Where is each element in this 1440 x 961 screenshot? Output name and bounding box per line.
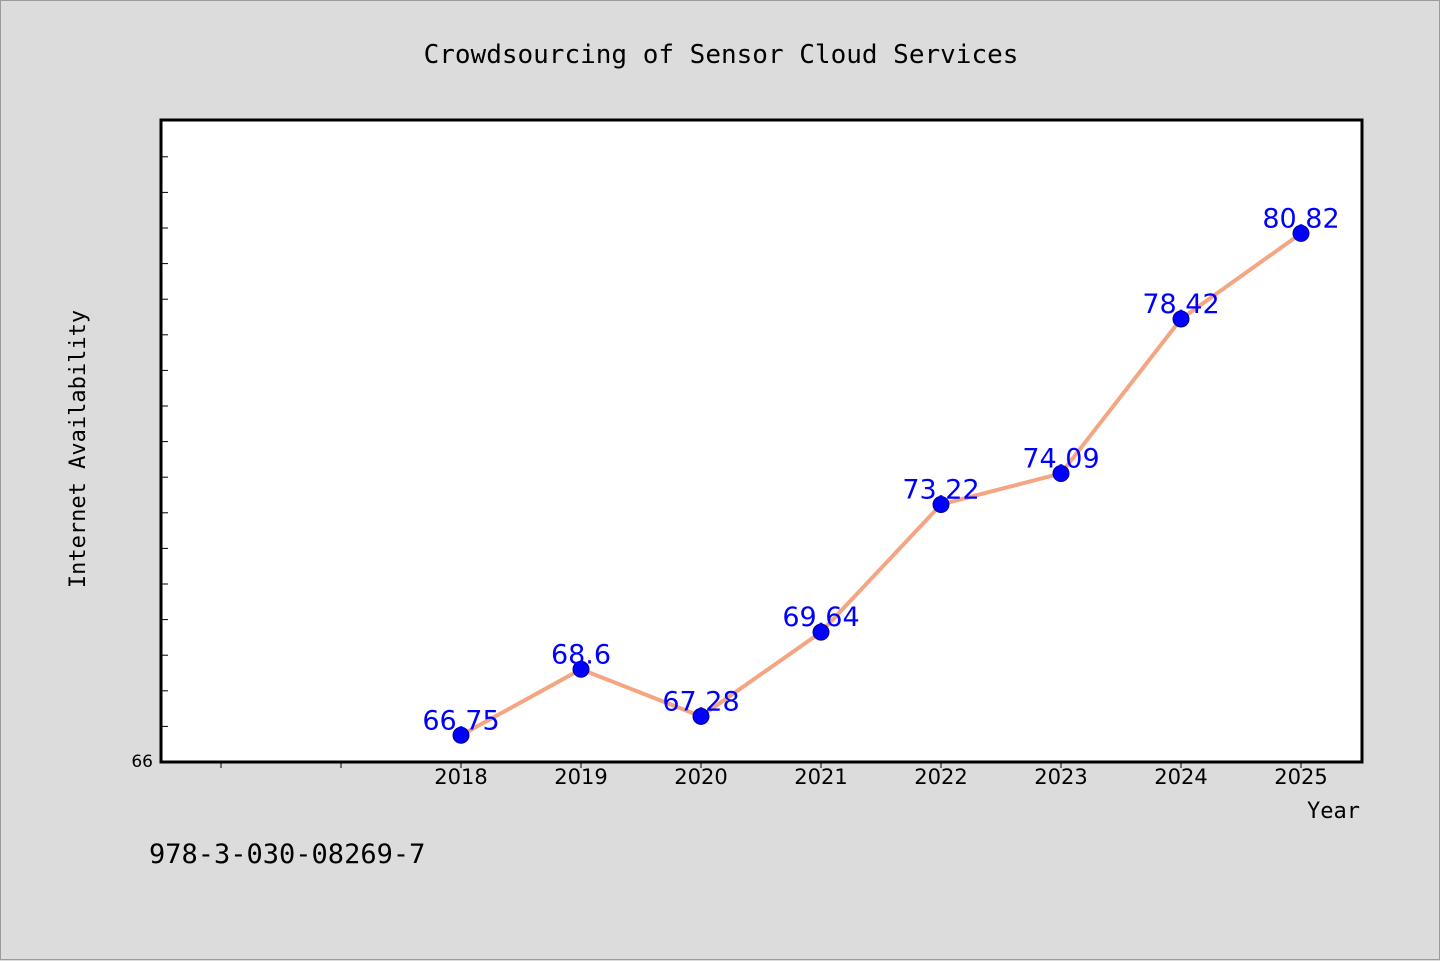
data-point (932, 495, 950, 513)
data-label: 68.6 (551, 639, 611, 670)
data-label: 78.42 (1142, 289, 1219, 320)
x-tick-labels: 2018 2019 2020 2021 2022 2023 2024 2025 (434, 765, 1327, 789)
data-label: 69.64 (782, 602, 859, 633)
data-label: 67.28 (662, 686, 739, 717)
data-label: 80.82 (1262, 203, 1339, 234)
x-tick-label: 2018 (434, 765, 487, 789)
data-point (1052, 464, 1070, 482)
data-point (572, 660, 590, 678)
x-tick-label: 2019 (554, 765, 607, 789)
x-tick-label: 2020 (674, 765, 727, 789)
data-point (1172, 310, 1190, 328)
y-axis-min-label: 66 (131, 752, 153, 772)
x-tick-label: 2025 (1274, 765, 1327, 789)
footer-code: 978-3-030-08269-7 (149, 839, 425, 870)
x-tick-label: 2022 (914, 765, 967, 789)
data-point (452, 726, 470, 744)
data-label: 74.09 (1022, 443, 1099, 474)
data-labels: 66.75 68.6 67.28 69.64 73.22 74.09 78.42 80.82 (422, 203, 1339, 736)
x-axis-ticks (220, 762, 1302, 768)
plot-area (159, 118, 1364, 764)
data-label: 66.75 (422, 705, 499, 736)
x-axis-label: Year (1307, 799, 1360, 824)
data-label: 73.22 (902, 474, 979, 505)
data-point (692, 707, 710, 725)
x-tick-label: 2023 (1034, 765, 1087, 789)
x-tick-label: 2024 (1154, 765, 1207, 789)
data-points (452, 224, 1310, 744)
data-point (1292, 224, 1310, 242)
x-tick-label: 2021 (794, 765, 847, 789)
y-axis-label: Internet Availability (66, 310, 91, 588)
chart-title: Crowdsourcing of Sensor Cloud Services (424, 40, 1019, 70)
y-axis-ticks (161, 156, 168, 727)
data-point (812, 623, 830, 641)
series-line (460, 231, 1303, 738)
